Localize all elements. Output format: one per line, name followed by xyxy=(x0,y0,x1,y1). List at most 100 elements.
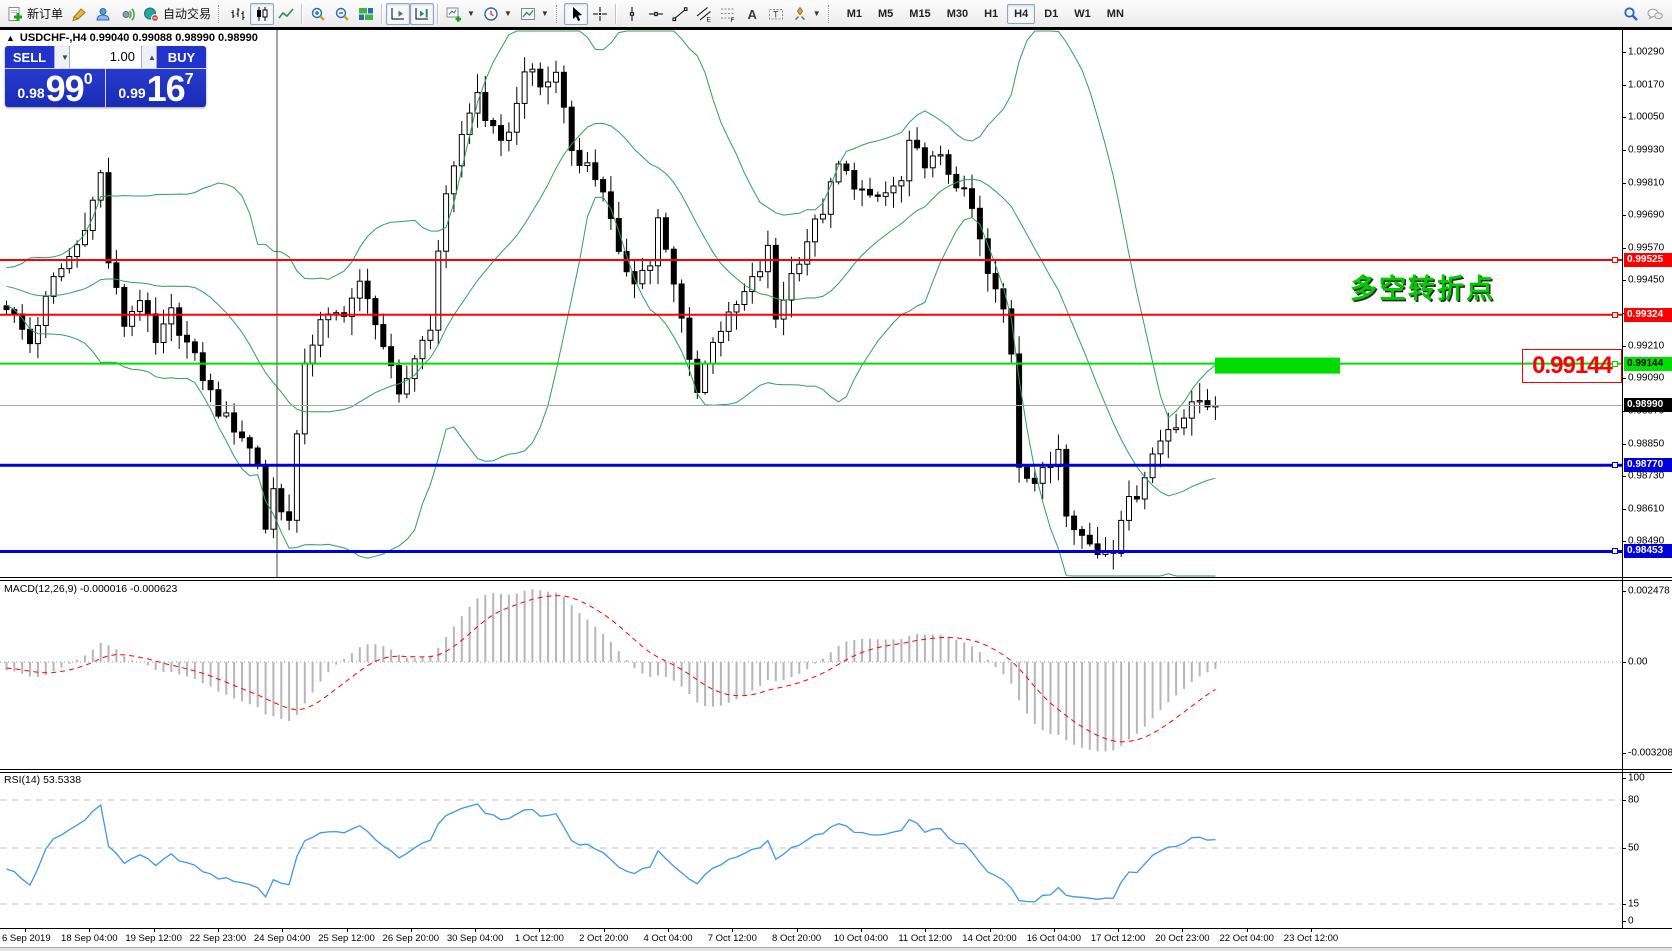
templates-button[interactable]: ▼ xyxy=(516,3,553,25)
buy-price[interactable]: 0.99 16 7 xyxy=(106,69,206,107)
tile-windows-icon xyxy=(359,7,374,20)
date-label: 23 Oct 12:00 xyxy=(1283,933,1339,944)
price-line-badge: 0.99525 xyxy=(1624,253,1672,267)
toolbar-grip xyxy=(555,4,561,23)
date-tick xyxy=(475,928,477,932)
search-icon[interactable] xyxy=(1623,6,1639,22)
crosshair-button[interactable] xyxy=(588,3,612,25)
date-label: 8 Oct 20:00 xyxy=(772,933,822,944)
channel-button[interactable]: E xyxy=(692,3,716,25)
new-order-button[interactable]: 新订单 xyxy=(3,3,67,25)
price-chart[interactable] xyxy=(0,30,1622,577)
date-tick xyxy=(1053,928,1055,932)
price-tick xyxy=(1622,345,1626,347)
macd-panel[interactable] xyxy=(0,581,1622,769)
tf-button-m1[interactable]: M1 xyxy=(840,4,869,24)
chart-bars-button[interactable] xyxy=(226,3,250,25)
zoom-in-button[interactable] xyxy=(306,3,330,25)
tf-button-d1[interactable]: D1 xyxy=(1037,4,1065,24)
volume-input[interactable] xyxy=(70,46,141,68)
crayon-icon xyxy=(72,7,86,21)
sell-price-pip: 0 xyxy=(83,71,93,88)
tf-button-w1[interactable]: W1 xyxy=(1067,4,1098,24)
bars-chart-icon xyxy=(231,7,245,20)
text-button[interactable]: A xyxy=(740,3,764,25)
sell-button[interactable]: SELL xyxy=(5,46,54,68)
volume-up-button[interactable]: ▲ xyxy=(141,46,157,68)
price-tick-label: 0.99450 xyxy=(1628,274,1665,286)
fibonacci-button[interactable]: F xyxy=(716,3,740,25)
tf-button-m30[interactable]: M30 xyxy=(940,4,975,24)
autotrading-label: 自动交易 xyxy=(163,7,212,21)
tile-windows-button[interactable] xyxy=(354,3,378,25)
horizontal-line-icon xyxy=(648,11,663,16)
periods-button[interactable]: ▼ xyxy=(479,3,516,25)
date-tick xyxy=(1118,928,1120,932)
buy-button[interactable]: BUY xyxy=(157,46,206,68)
fibonacci-icon: F xyxy=(720,8,734,22)
price-line-badge: 0.98453 xyxy=(1624,544,1672,559)
volume-down-button[interactable]: ▼ xyxy=(54,46,70,68)
panel-separator[interactable] xyxy=(0,769,1672,773)
price-callout-box[interactable]: 0.99144 xyxy=(1522,349,1622,383)
sell-price[interactable]: 0.98 99 0 xyxy=(5,69,106,107)
date-tick xyxy=(217,928,219,932)
rsi-panel[interactable] xyxy=(0,772,1622,928)
price-tick-label: 0.98730 xyxy=(1628,470,1665,482)
tf-button-m15[interactable]: M15 xyxy=(902,4,937,24)
date-tick xyxy=(346,928,348,932)
new-chart-button[interactable]: ▼ xyxy=(442,3,479,25)
vertical-line-button[interactable] xyxy=(620,3,644,25)
channel-icon: E xyxy=(696,6,711,22)
chat-icon[interactable] xyxy=(1647,6,1663,22)
svg-text:E: E xyxy=(706,16,711,22)
trendline-button[interactable] xyxy=(668,3,692,25)
chart-line-button[interactable] xyxy=(274,3,298,25)
tf-button-h1[interactable]: H1 xyxy=(977,4,1005,24)
auto-scroll-button[interactable] xyxy=(410,2,435,25)
cursor-button[interactable] xyxy=(563,2,588,25)
chart-annotation-text[interactable]: 多空转折点 xyxy=(1350,274,1495,304)
autotrading-button[interactable]: 自动交易 xyxy=(139,3,215,25)
tf-button-mn[interactable]: MN xyxy=(1100,4,1131,24)
date-tick xyxy=(282,928,284,932)
text-label-button[interactable]: T xyxy=(764,3,788,25)
tf-button-m5[interactable]: M5 xyxy=(871,4,900,24)
template-chart-icon xyxy=(520,7,535,20)
date-tick xyxy=(410,928,412,932)
date-label: 22 Oct 04:00 xyxy=(1219,933,1274,944)
chart-shift-button[interactable] xyxy=(386,2,411,25)
date-label: 17 Oct 12:00 xyxy=(1090,933,1146,944)
macd-tick xyxy=(1622,591,1626,593)
chart-candles-button[interactable] xyxy=(250,2,275,25)
zoom-out-button[interactable] xyxy=(330,3,354,25)
price-tick xyxy=(1622,541,1626,543)
text-label-icon: T xyxy=(768,8,783,19)
community-button[interactable] xyxy=(91,3,115,25)
buy-price-big: 16 xyxy=(146,68,186,107)
collapse-arrow-icon[interactable]: ▲ xyxy=(6,33,15,43)
svg-text:F: F xyxy=(730,16,734,21)
price-tick xyxy=(1622,215,1626,217)
line-chart-icon xyxy=(278,7,294,18)
rsi-tick xyxy=(1622,904,1626,905)
rsi-tick-label: 0 xyxy=(1628,915,1634,927)
date-tick xyxy=(732,928,734,932)
price-tick xyxy=(1622,476,1626,478)
panel-separator[interactable] xyxy=(0,577,1672,581)
price-tick-label: 0.98850 xyxy=(1628,438,1665,450)
date-label: 25 Sep 12:00 xyxy=(318,933,375,944)
price-line-badge: 0.99144 xyxy=(1624,356,1672,371)
signals-button[interactable] xyxy=(115,3,139,25)
horizontal-line-button[interactable] xyxy=(644,3,668,25)
date-label: 6 Sep 2019 xyxy=(2,933,51,944)
market-button[interactable] xyxy=(67,3,91,25)
arrows-button[interactable]: ▼ xyxy=(788,3,825,25)
date-tick xyxy=(89,928,91,932)
tf-button-h4[interactable]: H4 xyxy=(1007,3,1036,24)
sell-price-big: 99 xyxy=(45,68,85,107)
date-label: 1 Oct 12:00 xyxy=(514,933,564,944)
rsi-indicator-label: RSI(14) 53.5338 xyxy=(4,774,82,786)
price-tick xyxy=(1622,280,1626,282)
